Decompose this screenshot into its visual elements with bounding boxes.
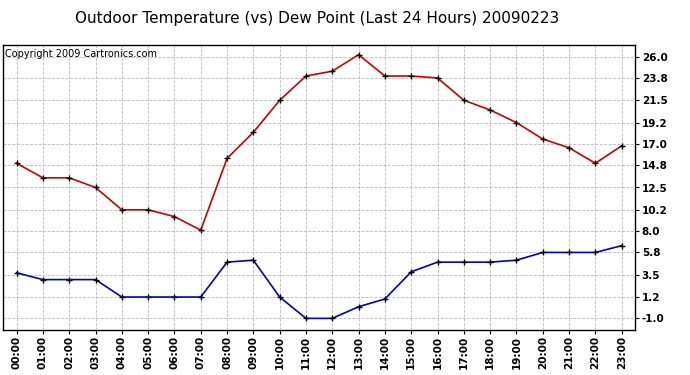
Text: Outdoor Temperature (vs) Dew Point (Last 24 Hours) 20090223: Outdoor Temperature (vs) Dew Point (Last… — [75, 11, 560, 26]
Text: Copyright 2009 Cartronics.com: Copyright 2009 Cartronics.com — [5, 49, 157, 59]
